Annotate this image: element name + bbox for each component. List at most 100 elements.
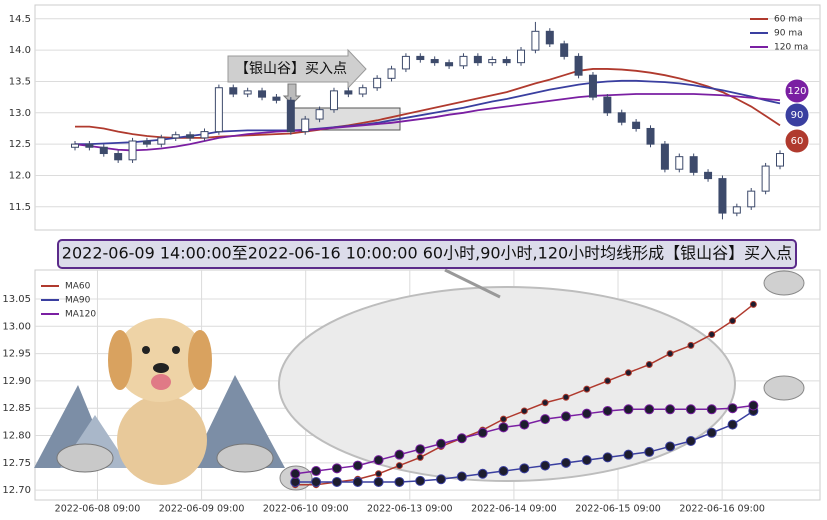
candle-body <box>243 90 252 95</box>
x-tick-label: 2022-06-10 09:00 <box>263 504 349 515</box>
candle-body <box>732 206 741 214</box>
ma-point <box>749 300 757 308</box>
ma-point <box>331 463 342 474</box>
ma-point <box>498 422 509 433</box>
ma-point <box>665 404 676 415</box>
ma-point <box>436 438 447 449</box>
ma-line <box>74 93 781 152</box>
y-tick-label: 14.5 <box>9 14 31 25</box>
top-frame <box>34 4 821 231</box>
ma-point <box>395 462 403 470</box>
candle-body <box>776 153 784 167</box>
ma-point <box>665 441 676 452</box>
decoration <box>34 268 805 491</box>
dog-tongue <box>151 374 171 390</box>
ma-point <box>456 433 467 444</box>
ma-point <box>436 474 447 485</box>
candle-body <box>214 87 223 133</box>
dog-ear <box>188 330 212 390</box>
y-tick-label: 12.95 <box>2 349 31 360</box>
annotation: 【银山谷】买入点 <box>235 61 347 77</box>
ma-point <box>456 471 467 482</box>
candle-body <box>71 143 79 148</box>
y-tick-label: 13.5 <box>9 76 31 87</box>
y-tick-label: 12.5 <box>9 139 31 150</box>
ma-point <box>729 317 737 325</box>
candle-body <box>430 59 439 64</box>
legend-label: MA90 <box>65 296 91 306</box>
x-tick-label: 2022-06-16 09:00 <box>679 504 765 515</box>
ma-point <box>604 377 612 385</box>
candle-body <box>200 131 209 139</box>
y-tick-label: 12.70 <box>2 485 31 496</box>
candle-body <box>344 90 353 95</box>
ma-point <box>500 415 508 423</box>
x-tick-label: 2022-06-14 09:00 <box>471 504 557 515</box>
ma-point <box>685 404 696 415</box>
candle-body <box>718 178 727 214</box>
candle-body <box>459 55 468 67</box>
dog-nose <box>153 363 169 373</box>
bottom-frame <box>34 269 821 501</box>
candle-body <box>545 30 554 45</box>
ma-point <box>623 404 634 415</box>
ma-point <box>498 466 509 477</box>
ma-point <box>331 476 342 487</box>
ma-point <box>373 476 384 487</box>
candle-body <box>574 55 583 76</box>
ma-point <box>352 460 363 471</box>
y-tick-label: 12.75 <box>2 458 31 469</box>
ma-point <box>644 404 655 415</box>
ma-point <box>602 405 613 416</box>
ma-point <box>352 476 363 487</box>
ma-point <box>311 466 322 477</box>
dog-head <box>115 318 205 402</box>
legend-label: 90 ma <box>774 29 803 39</box>
candle-body <box>329 90 338 111</box>
candle-body <box>747 190 756 208</box>
candle-body <box>128 140 137 161</box>
candle-body <box>531 30 540 51</box>
candle-body <box>588 74 597 98</box>
ma-point <box>581 408 592 419</box>
mountain <box>190 375 285 468</box>
pointer-arrow <box>444 268 501 299</box>
ma-point <box>415 475 426 486</box>
candle-body <box>632 121 641 129</box>
y-tick-label: 13.00 <box>2 321 31 332</box>
end-badge <box>784 102 810 128</box>
ma-point <box>644 446 655 457</box>
ma-point <box>519 463 530 474</box>
candle-body <box>689 156 698 173</box>
candle-body <box>286 99 295 133</box>
x-tick-label: 2022-06-08 09:00 <box>55 504 141 515</box>
y-tick-label: 12.80 <box>2 431 31 442</box>
candle-body <box>617 112 626 123</box>
legend-label: 120 ma <box>774 43 808 53</box>
silver-ingot <box>763 270 805 296</box>
ma-point <box>708 330 716 338</box>
y-tick-label: 14.0 <box>9 45 31 56</box>
end-label: 90 <box>791 110 804 121</box>
candle-body <box>761 165 770 192</box>
ma-point <box>623 449 634 460</box>
candle-body <box>416 55 425 61</box>
candle-body <box>646 127 655 145</box>
x-tick-label: 2022-06-09 09:00 <box>159 504 245 515</box>
ma-point <box>748 400 759 411</box>
candle-body <box>445 62 454 67</box>
y-tick-label: 13.05 <box>2 294 31 305</box>
ma-point <box>519 419 530 430</box>
y-tick-label: 12.0 <box>9 170 31 181</box>
ma-point <box>645 361 653 369</box>
candle-body <box>517 49 526 64</box>
ma-point <box>290 476 301 487</box>
ma-point <box>416 453 424 461</box>
ma-point <box>706 427 717 438</box>
x-tick-label: 2022-06-13 09:00 <box>367 504 453 515</box>
candle-body <box>473 55 482 64</box>
end-label: 60 <box>791 136 804 147</box>
silver-ingot <box>56 443 114 473</box>
candle-body <box>85 143 94 148</box>
